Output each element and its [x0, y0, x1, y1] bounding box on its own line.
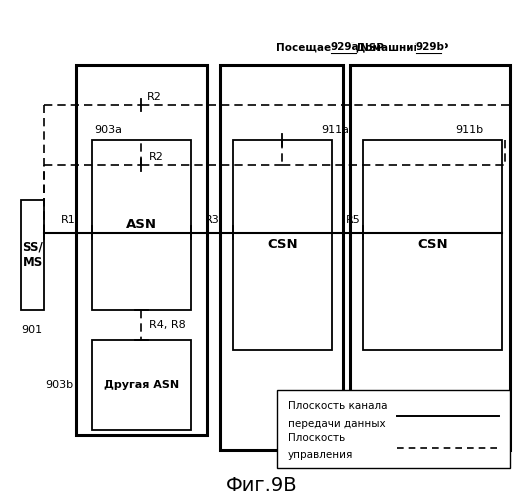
- Text: передачи данных: передачи данных: [288, 419, 385, 428]
- Text: 911a: 911a: [322, 125, 350, 135]
- Bar: [76, 65, 207, 435]
- Text: Плоскость: Плоскость: [288, 432, 345, 443]
- Text: R1: R1: [61, 215, 75, 225]
- Text: 929b: 929b: [416, 42, 445, 52]
- Text: SS/
MS: SS/ MS: [22, 241, 43, 269]
- Bar: [277, 390, 510, 468]
- Text: CSN: CSN: [267, 238, 298, 252]
- Bar: [363, 140, 502, 350]
- Text: ASN: ASN: [126, 218, 157, 232]
- Bar: [21, 200, 44, 310]
- Text: Другая ASN: Другая ASN: [104, 380, 179, 390]
- Text: 911b: 911b: [455, 125, 483, 135]
- Text: 901: 901: [21, 325, 42, 335]
- Text: R4, R8: R4, R8: [149, 320, 186, 330]
- Text: Посещаемый NSP: Посещаемый NSP: [276, 42, 384, 52]
- Text: R2: R2: [146, 92, 161, 102]
- Text: управления: управления: [288, 450, 353, 460]
- Text: Фиг.9В: Фиг.9В: [226, 476, 297, 495]
- Text: R3: R3: [204, 215, 219, 225]
- Text: R2: R2: [149, 152, 164, 162]
- Bar: [220, 65, 343, 450]
- Text: 903b: 903b: [45, 380, 73, 390]
- Text: R5: R5: [346, 215, 360, 225]
- Text: CSN: CSN: [417, 238, 448, 252]
- Bar: [92, 340, 191, 430]
- Bar: [350, 65, 510, 450]
- Text: Домашний NSP: Домашний NSP: [356, 42, 448, 52]
- Text: 903a: 903a: [94, 125, 122, 135]
- Bar: [92, 140, 191, 310]
- Text: Плоскость канала: Плоскость канала: [288, 401, 387, 411]
- Text: 929a: 929a: [331, 42, 359, 52]
- Bar: [233, 140, 332, 350]
